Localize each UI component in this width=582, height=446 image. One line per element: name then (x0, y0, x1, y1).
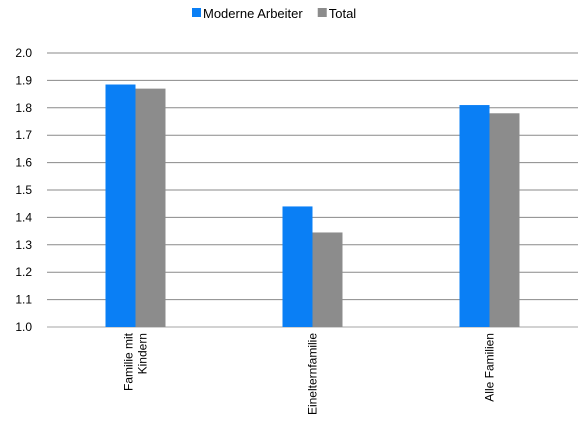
x-axis-category-labels: Familie mit Kindern Einelternfamilie Alle F… (122, 332, 497, 415)
y-tick-label: 1.3 (15, 238, 32, 252)
bar-moderne-arbeiter (459, 105, 490, 327)
bar-total (489, 113, 520, 327)
y-axis-ticks: 1.0 1.1 1.2 1.3 1.4 1.5 1.6 1.7 1.8 1.9 2.0 (15, 46, 32, 334)
y-tick-label: 1.4 (15, 210, 32, 224)
category-label: Einelternfamilie (306, 333, 320, 415)
y-tick-label: 1.2 (15, 265, 32, 279)
y-tick-label: 1.7 (15, 128, 32, 142)
legend: Moderne Arbeiter Total (192, 6, 356, 21)
y-tick-label: 1.8 (15, 101, 32, 115)
y-tick-label: 1.1 (15, 293, 32, 307)
bar-total (312, 232, 343, 327)
bar-moderne-arbeiter (105, 84, 136, 327)
category-label-line: Familie mit (122, 332, 136, 391)
category-label-line: Kindern (136, 333, 150, 374)
bar-moderne-arbeiter (282, 206, 313, 327)
legend-swatch (317, 8, 327, 17)
category-label-line: Einelternfamilie (306, 333, 320, 415)
y-tick-label: 1.0 (15, 320, 32, 334)
y-tick-label: 1.9 (15, 73, 32, 87)
legend-label: Total (329, 6, 357, 21)
legend-label: Moderne Arbeiter (203, 6, 303, 21)
category-label: Familie mit Kindern (122, 332, 150, 391)
bars (105, 84, 520, 328)
category-label: Alle Familien (483, 333, 497, 402)
bar-total (135, 88, 166, 328)
y-tick-label: 1.5 (15, 183, 32, 197)
legend-swatch (192, 8, 201, 17)
category-label-line: Alle Familien (483, 333, 497, 402)
y-tick-label: 2.0 (15, 46, 32, 60)
y-tick-label: 1.6 (15, 156, 32, 170)
